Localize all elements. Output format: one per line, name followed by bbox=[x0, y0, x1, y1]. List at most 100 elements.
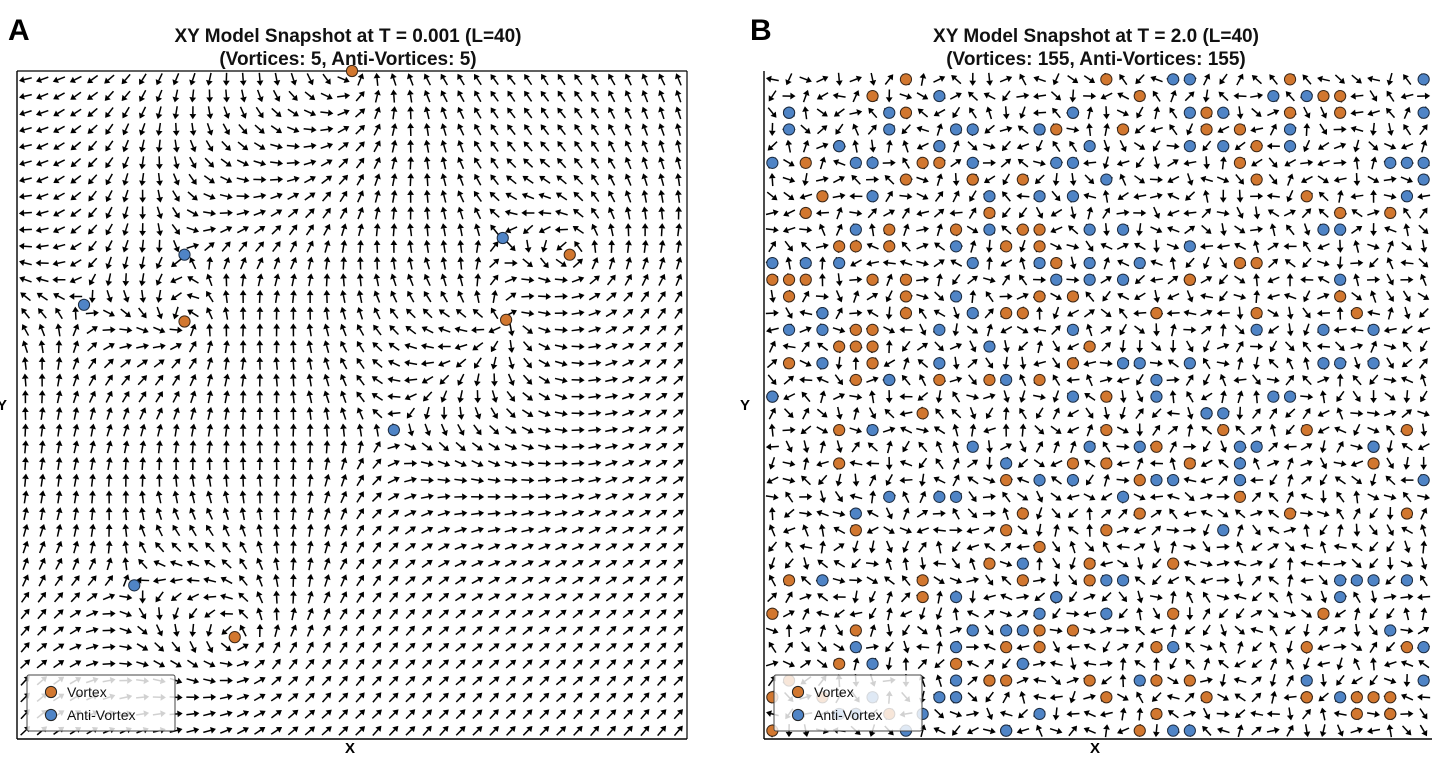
spin-arrow bbox=[457, 156, 465, 170]
spin-arrow bbox=[1417, 326, 1431, 334]
spin-arrow bbox=[70, 208, 82, 217]
spin-arrow bbox=[673, 675, 684, 686]
spin-arrow bbox=[21, 356, 29, 370]
spin-arrow bbox=[273, 273, 281, 287]
spin-arrow bbox=[849, 393, 863, 401]
spin-arrow bbox=[372, 475, 382, 486]
spin-arrow bbox=[306, 306, 314, 320]
spin-arrow bbox=[1418, 358, 1428, 369]
spin-arrow bbox=[1186, 406, 1194, 420]
spin-arrow bbox=[273, 473, 281, 487]
spin-arrow bbox=[556, 241, 567, 251]
anti-vortex-marker bbox=[866, 423, 879, 437]
spin-arrow bbox=[355, 709, 366, 720]
spin-arrow bbox=[356, 357, 365, 370]
spin-arrow bbox=[1116, 543, 1130, 551]
spin-arrow bbox=[222, 524, 230, 537]
spin-arrow bbox=[1369, 674, 1379, 686]
spin-arrow bbox=[55, 423, 63, 437]
spin-arrow bbox=[356, 306, 364, 320]
spin-arrow bbox=[322, 624, 331, 637]
spin-arrow bbox=[554, 426, 568, 434]
spin-arrow bbox=[122, 540, 130, 554]
spin-arrow bbox=[372, 359, 383, 369]
vortex-marker bbox=[1050, 256, 1063, 270]
spin-arrow bbox=[390, 206, 398, 220]
spin-arrow bbox=[1266, 727, 1280, 734]
spin-arrow bbox=[1002, 173, 1011, 186]
spin-arrow bbox=[323, 457, 331, 471]
spin-arrow bbox=[1303, 106, 1311, 119]
spin-arrow bbox=[1368, 141, 1379, 151]
spin-arrow bbox=[768, 122, 776, 136]
vortex-marker bbox=[1000, 474, 1013, 487]
spin-arrow bbox=[105, 390, 113, 403]
spin-arrow bbox=[918, 457, 928, 469]
spin-arrow bbox=[883, 209, 895, 217]
spin-arrow bbox=[1353, 240, 1360, 253]
spin-arrow bbox=[186, 209, 199, 217]
spin-arrow bbox=[421, 559, 433, 569]
spin-arrow bbox=[999, 560, 1013, 568]
spin-arrow bbox=[785, 73, 793, 86]
spin-arrow bbox=[87, 174, 98, 185]
spin-arrow bbox=[765, 493, 779, 501]
spin-arrow bbox=[935, 540, 943, 554]
spin-arrow bbox=[902, 657, 910, 671]
vortex-marker bbox=[799, 273, 812, 286]
spin-arrow bbox=[1350, 193, 1364, 200]
spin-arrow bbox=[422, 675, 433, 686]
spin-arrow bbox=[591, 207, 600, 219]
spin-arrow bbox=[1220, 156, 1227, 170]
spin-arrow bbox=[440, 156, 448, 170]
spin-arrow bbox=[389, 642, 399, 653]
spin-arrow bbox=[1183, 326, 1197, 334]
spin-arrow bbox=[1337, 189, 1344, 203]
spin-arrow bbox=[967, 459, 979, 468]
spin-arrow bbox=[1216, 176, 1230, 184]
spin-arrow bbox=[1200, 309, 1213, 317]
spin-arrow bbox=[322, 641, 331, 654]
spin-arrow bbox=[641, 73, 649, 86]
spin-arrow bbox=[1417, 443, 1430, 451]
spin-arrow bbox=[438, 626, 450, 636]
spin-arrow bbox=[35, 210, 49, 217]
spin-arrow bbox=[835, 307, 843, 320]
spin-arrow bbox=[539, 709, 550, 720]
vortex-marker bbox=[1300, 691, 1313, 704]
spin-arrow bbox=[1002, 423, 1010, 437]
spin-arrow bbox=[156, 189, 163, 203]
spin-arrow bbox=[38, 323, 46, 337]
spin-arrow bbox=[88, 240, 97, 252]
spin-arrow bbox=[1417, 193, 1431, 200]
spin-arrow bbox=[1284, 341, 1295, 352]
spin-arrow bbox=[1317, 510, 1330, 518]
spin-arrow bbox=[1353, 490, 1361, 504]
vortex-marker bbox=[1000, 641, 1013, 654]
spin-arrow bbox=[488, 442, 501, 451]
spin-arrow bbox=[205, 507, 214, 520]
spin-arrow bbox=[407, 206, 415, 220]
spin-arrow bbox=[105, 206, 113, 219]
anti-vortex-marker bbox=[1400, 574, 1414, 587]
spin-arrow bbox=[440, 173, 448, 187]
spin-arrow bbox=[936, 590, 943, 604]
anti-vortex-marker bbox=[1083, 223, 1096, 236]
spin-arrow bbox=[69, 293, 83, 300]
spin-arrow bbox=[203, 209, 217, 217]
spin-arrow bbox=[236, 693, 250, 701]
spin-arrow bbox=[72, 357, 80, 370]
anti-vortex-marker bbox=[933, 323, 946, 336]
spin-arrow bbox=[1251, 726, 1262, 736]
spin-arrow bbox=[818, 474, 828, 486]
spin-arrow bbox=[1220, 624, 1227, 637]
spin-arrow bbox=[982, 510, 996, 517]
spin-arrow bbox=[1420, 340, 1428, 353]
spin-arrow bbox=[270, 710, 282, 719]
spin-arrow bbox=[1068, 725, 1078, 737]
spin-arrow bbox=[1420, 607, 1428, 621]
spin-arrow bbox=[1269, 674, 1277, 687]
spin-arrow bbox=[1019, 423, 1027, 437]
spin-arrow bbox=[673, 709, 684, 720]
spin-arrow bbox=[1084, 174, 1095, 185]
